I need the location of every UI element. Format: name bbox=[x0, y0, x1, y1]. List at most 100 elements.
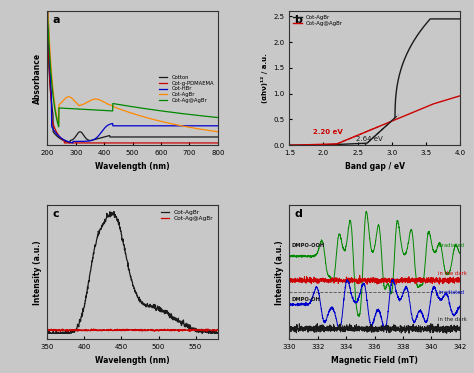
Text: c: c bbox=[53, 210, 59, 219]
Text: 2.64 eV: 2.64 eV bbox=[356, 136, 383, 142]
Cot-AgBr bbox=[75, 324, 81, 328]
Cot-AgBr bbox=[45, 330, 50, 335]
Cot-Ag@AgBr bbox=[286, 143, 292, 147]
Cot-AgBr bbox=[153, 118, 159, 122]
Cot-Ag@AgBr bbox=[145, 328, 151, 332]
Legend: Cot-AgBr, Cot-Ag@AgBr: Cot-AgBr, Cot-Ag@AgBr bbox=[160, 209, 215, 222]
Cot-AgBr bbox=[159, 308, 164, 313]
Cotton bbox=[191, 135, 197, 139]
X-axis label: Magnetic Field (mT): Magnetic Field (mT) bbox=[331, 356, 418, 365]
Line: Cot-AgBr: Cot-AgBr bbox=[47, 0, 218, 132]
Cotton bbox=[55, 135, 61, 139]
Cot-Ag@AgBr bbox=[55, 122, 61, 126]
Cot-Ag@AgBr bbox=[89, 327, 94, 331]
Cot-HBr bbox=[174, 123, 180, 128]
Cotton bbox=[215, 135, 221, 139]
Text: irradiated: irradiated bbox=[438, 290, 465, 295]
Cot-AgBr bbox=[457, 17, 463, 21]
Cot-Ag@AgBr bbox=[191, 113, 197, 117]
Cot-g-PDMAEMA bbox=[215, 141, 221, 145]
Cotton bbox=[67, 141, 73, 145]
Cot-g-PDMAEMA bbox=[55, 132, 61, 137]
Line: Cot-g-PDMAEMA: Cot-g-PDMAEMA bbox=[47, 11, 218, 143]
Y-axis label: (αhν)¹² / a.u.: (αhν)¹² / a.u. bbox=[261, 53, 268, 103]
Line: Cot-Ag@AgBr: Cot-Ag@AgBr bbox=[289, 96, 460, 145]
Cot-AgBr bbox=[173, 317, 179, 321]
Cot-Ag@AgBr bbox=[390, 118, 396, 123]
Cot-Ag@AgBr bbox=[88, 328, 94, 333]
Cot-g-PDMAEMA bbox=[191, 141, 197, 145]
Text: in the dark: in the dark bbox=[438, 271, 467, 276]
Cot-AgBr bbox=[395, 79, 401, 84]
Cot-Ag@AgBr bbox=[215, 327, 221, 332]
Cot-Ag@AgBr bbox=[45, 9, 50, 13]
Cot-Ag@AgBr bbox=[297, 143, 303, 147]
Cot-AgBr bbox=[89, 264, 94, 268]
Cot-AgBr bbox=[215, 129, 221, 134]
Cot-AgBr bbox=[45, 331, 51, 336]
Text: d: d bbox=[294, 210, 302, 219]
Text: in the dark: in the dark bbox=[438, 317, 467, 322]
Cot-Ag@AgBr bbox=[56, 125, 62, 129]
Cot-g-PDMAEMA bbox=[148, 141, 154, 145]
Cot-Ag@AgBr bbox=[215, 115, 221, 120]
Legend: Cotton, Cot-g-PDMAEMA, Cot-HBr, Cot-AgBr, Cot-Ag@AgBr: Cotton, Cot-g-PDMAEMA, Cot-HBr, Cot-AgBr… bbox=[158, 74, 215, 104]
Cotton bbox=[174, 135, 180, 139]
Cot-AgBr bbox=[428, 17, 433, 21]
Text: b: b bbox=[294, 15, 302, 25]
Cot-g-PDMAEMA bbox=[174, 141, 180, 145]
Cot-HBr bbox=[148, 123, 154, 128]
Cot-AgBr bbox=[191, 126, 197, 130]
Cot-Ag@AgBr bbox=[122, 329, 128, 333]
Line: Cotton: Cotton bbox=[47, 34, 218, 143]
Text: a: a bbox=[53, 15, 60, 25]
Cot-Ag@AgBr bbox=[173, 328, 179, 332]
Cot-Ag@AgBr bbox=[159, 327, 164, 332]
Cot-AgBr bbox=[286, 143, 292, 147]
Line: Cot-Ag@AgBr: Cot-Ag@AgBr bbox=[47, 329, 218, 331]
Cot-AgBr bbox=[148, 116, 154, 121]
Cot-HBr bbox=[191, 123, 197, 128]
Cot-HBr bbox=[215, 123, 221, 128]
Cot-Ag@AgBr bbox=[174, 111, 180, 115]
Cot-Ag@AgBr bbox=[75, 329, 81, 333]
Y-axis label: Absorbance: Absorbance bbox=[33, 53, 42, 104]
Cot-AgBr bbox=[144, 115, 149, 120]
Cotton bbox=[148, 135, 154, 139]
Cot-Ag@AgBr bbox=[144, 107, 149, 111]
Cot-AgBr bbox=[122, 249, 128, 253]
X-axis label: Wavelength (nm): Wavelength (nm) bbox=[95, 356, 170, 365]
Cot-g-PDMAEMA bbox=[45, 9, 50, 13]
Cot-g-PDMAEMA bbox=[144, 141, 149, 145]
Cot-g-PDMAEMA bbox=[62, 141, 67, 145]
Cot-AgBr bbox=[146, 305, 151, 309]
Cot-Ag@AgBr bbox=[457, 94, 463, 98]
X-axis label: Band gap / eV: Band gap / eV bbox=[345, 162, 405, 170]
Cot-AgBr bbox=[416, 31, 421, 36]
Cot-AgBr bbox=[215, 330, 221, 335]
Cot-AgBr bbox=[390, 117, 396, 122]
Cot-HBr bbox=[55, 133, 61, 137]
Cot-Ag@AgBr bbox=[153, 108, 159, 112]
Y-axis label: Intensity (a.u.): Intensity (a.u.) bbox=[275, 240, 284, 305]
Cotton bbox=[144, 135, 149, 139]
Line: Cot-Ag@AgBr: Cot-Ag@AgBr bbox=[47, 11, 218, 127]
Line: Cot-AgBr: Cot-AgBr bbox=[47, 211, 218, 333]
Cotton bbox=[45, 31, 50, 36]
Cot-Ag@AgBr bbox=[385, 120, 391, 125]
Cot-AgBr bbox=[385, 122, 391, 126]
Cot-AgBr bbox=[55, 119, 61, 124]
Cot-Ag@AgBr bbox=[187, 329, 193, 333]
Text: 2.20 eV: 2.20 eV bbox=[313, 129, 343, 135]
Cot-g-PDMAEMA bbox=[153, 141, 159, 145]
Cot-Ag@AgBr bbox=[416, 108, 421, 112]
X-axis label: Wavelength (nm): Wavelength (nm) bbox=[95, 162, 170, 170]
Cot-Ag@AgBr bbox=[395, 116, 401, 121]
Text: DMPO-OH: DMPO-OH bbox=[292, 297, 320, 301]
Cot-Ag@AgBr bbox=[148, 107, 154, 112]
Cot-AgBr bbox=[434, 17, 439, 21]
Y-axis label: Intensity (a.u.): Intensity (a.u.) bbox=[33, 240, 42, 305]
Cot-Ag@AgBr bbox=[433, 101, 439, 105]
Cot-AgBr bbox=[174, 123, 180, 127]
Line: Cot-AgBr: Cot-AgBr bbox=[289, 19, 460, 145]
